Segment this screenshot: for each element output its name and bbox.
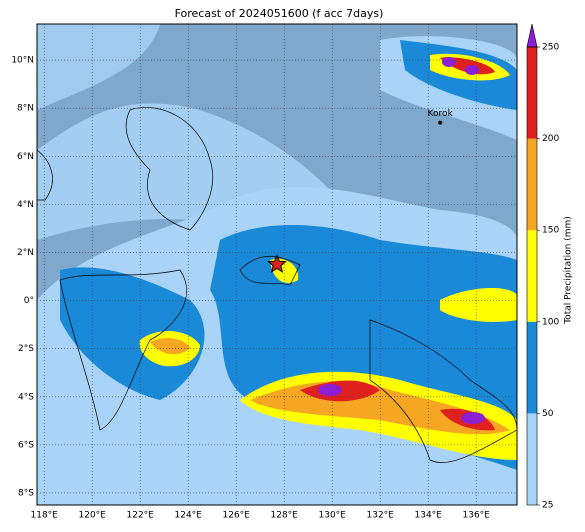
lat-tick-label: 8°N [17,104,34,114]
lat-tick-label: 4°S [18,392,34,402]
colorbar-tick-label: 250 [542,43,559,53]
colorbar-segment [527,321,537,414]
lon-tick-label: 130°E [319,511,347,521]
graticule [37,24,517,505]
star-marker [267,254,287,273]
place-label: Korok [428,109,454,119]
lat-tick-label: 8°S [18,488,34,498]
colorbar-tick-label: 150 [542,226,559,236]
lat-tick-label: 6°S [18,440,34,450]
lat-tick-label: 10°N [11,56,34,66]
lat-tick-label: 2°S [18,344,34,354]
lon-tick-label: 118°E [31,511,59,521]
colorbar-segment [527,413,537,505]
colorbar-segment [527,47,537,139]
lat-tick-label: 2°N [17,248,34,258]
lon-tick-label: 120°E [79,511,107,521]
lon-tick-label: 134°E [415,511,443,521]
lat-tick-label: 4°N [17,200,34,210]
colorbar-extension [526,23,538,48]
colorbar-tick-label: 100 [542,317,559,327]
lon-tick-label: 124°E [175,511,203,521]
lon-tick-label: 128°E [271,511,299,521]
place-marker [438,120,443,125]
colorbar-segment [527,230,537,322]
map-field [37,24,517,505]
lon-tick-label: 126°E [223,511,251,521]
lon-tick-label: 132°E [367,511,395,521]
colorbar-tick-label: 25 [542,501,553,511]
colorbar-tick-label: 50 [542,409,554,419]
title: Forecast of 2024051600 (f acc 7days) [175,7,384,20]
lon-tick-label: 122°E [127,511,155,521]
lon-tick-label: 136°E [463,511,491,521]
colorbar-label: Total Precipitation (mm) [564,216,574,325]
colorbar-segment [527,138,537,231]
colorbar-frame [526,46,538,506]
colorbar-tick-label: 200 [542,134,559,144]
lat-tick-label: 0° [24,296,34,306]
lat-tick-label: 6°N [17,152,34,162]
map-frame [36,23,518,506]
